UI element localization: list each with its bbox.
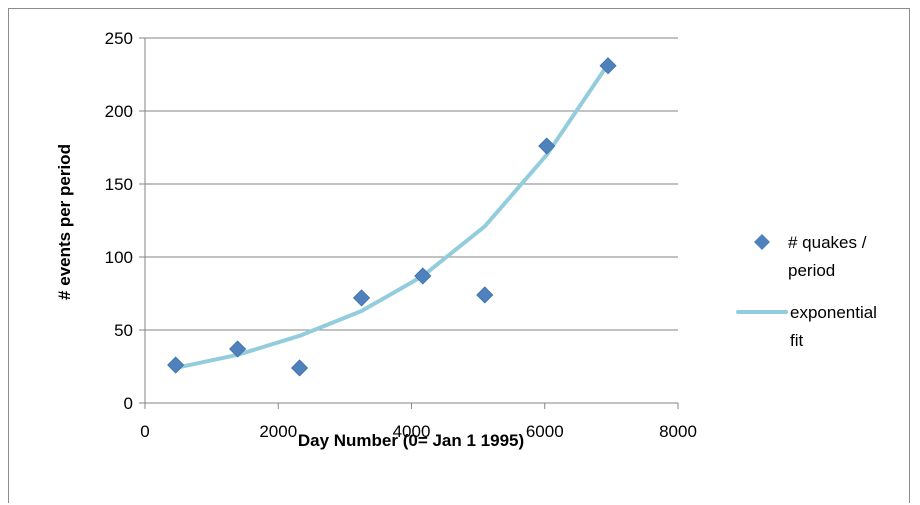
legend-label-fit-line2: fit (790, 331, 804, 350)
legend-label-fit-line1: exponential (790, 303, 877, 322)
y-tick-labels: 0 50 100 150 200 250 (105, 29, 133, 413)
y-tick-label-5: 250 (105, 29, 133, 48)
exponential-fit-series (173, 62, 611, 370)
x-tick-label-4: 8000 (659, 422, 697, 441)
chart-frame (8, 8, 910, 503)
quake-point-1 (229, 340, 247, 358)
exponential-fit-line (173, 62, 611, 370)
quake-point-2 (291, 359, 309, 377)
quake-point-0 (167, 356, 185, 374)
axes (139, 37, 679, 409)
legend-diamond-marker (754, 234, 770, 250)
quake-point-3 (352, 289, 371, 307)
y-tick-label-2: 100 (105, 248, 133, 267)
y-tick-label-0: 0 (124, 394, 133, 413)
legend: # quakes / period exponential fit (736, 233, 877, 350)
y-axis-title: # events per period (55, 144, 74, 300)
quake-point-5 (476, 286, 494, 304)
y-tick-label-1: 50 (114, 321, 133, 340)
legend-label-quakes-line2: period (788, 261, 835, 280)
legend-label-quakes-line1: # quakes / (788, 233, 867, 252)
gridlines (145, 37, 678, 331)
x-tick-label-0: 0 (140, 422, 149, 441)
x-tick-labels: 0 2000 4000 6000 8000 (140, 422, 697, 441)
x-tick-label-1: 2000 (259, 422, 297, 441)
quakes-series (167, 57, 617, 377)
x-axis-title: Day Number (0= Jan 1 1995) (298, 431, 524, 450)
y-tick-label-4: 200 (105, 102, 133, 121)
x-tick-label-3: 6000 (526, 422, 564, 441)
quake-point-4 (414, 267, 432, 285)
y-tick-label-3: 150 (105, 175, 133, 194)
quake-point-7 (599, 57, 617, 75)
x-tick-label-2: 4000 (393, 422, 431, 441)
quake-point-6 (538, 137, 556, 155)
